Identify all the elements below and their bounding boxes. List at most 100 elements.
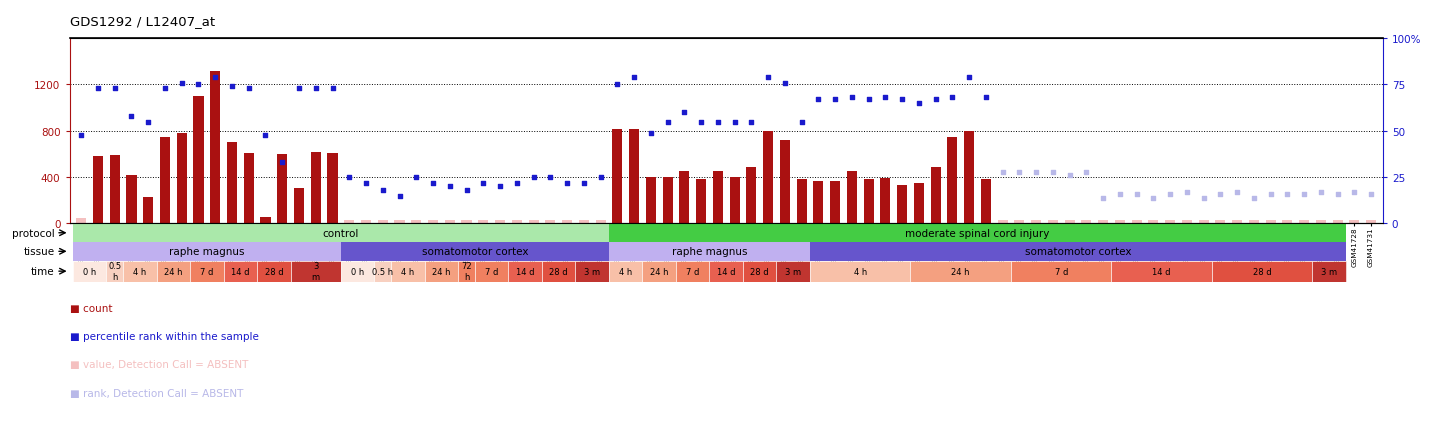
Point	[87, 85, 110, 92]
Point	[1192, 194, 1215, 201]
Bar	[628, 129, 639, 224]
Text: 24 h: 24 h	[650, 267, 669, 276]
Point	[505, 180, 529, 187]
Bar	[294, 188, 304, 224]
Bar	[911, 261, 1011, 282]
Text: raphe magnus: raphe magnus	[169, 247, 245, 256]
Bar	[159, 137, 169, 224]
Bar	[1332, 220, 1342, 224]
Text: 14 d: 14 d	[717, 267, 736, 276]
Point	[891, 97, 914, 104]
Bar	[863, 180, 873, 224]
Bar	[106, 261, 123, 282]
Bar	[508, 261, 542, 282]
Bar	[291, 261, 340, 282]
Text: ■ percentile rank within the sample: ■ percentile rank within the sample	[70, 332, 258, 341]
Point	[924, 97, 947, 104]
Point	[220, 84, 243, 91]
Bar	[223, 261, 258, 282]
Point	[337, 174, 361, 181]
Bar	[361, 220, 371, 224]
Text: 7 d: 7 d	[1054, 267, 1067, 276]
Bar	[1112, 261, 1212, 282]
Text: 0 h: 0 h	[350, 267, 365, 276]
Text: protocol: protocol	[12, 228, 55, 238]
Text: 14 d: 14 d	[1153, 267, 1171, 276]
Point	[388, 193, 411, 200]
Bar	[1248, 220, 1258, 224]
Bar	[529, 220, 539, 224]
Bar	[1312, 261, 1347, 282]
Text: 28 d: 28 d	[750, 267, 769, 276]
Text: somatomotor cortex: somatomotor cortex	[1025, 247, 1131, 256]
Text: 7 d: 7 d	[686, 267, 699, 276]
Text: 14 d: 14 d	[515, 267, 534, 276]
Point	[120, 113, 143, 120]
Bar	[1199, 220, 1209, 224]
Bar	[1350, 220, 1360, 224]
Bar	[1014, 220, 1024, 224]
Point	[1209, 191, 1232, 198]
Point	[656, 119, 679, 126]
Bar	[1212, 261, 1312, 282]
Bar	[1131, 220, 1141, 224]
Text: 4 h: 4 h	[620, 267, 633, 276]
Bar	[964, 132, 975, 224]
Text: 14 d: 14 d	[232, 267, 249, 276]
Bar	[340, 243, 610, 261]
Bar	[546, 220, 555, 224]
Bar	[462, 220, 472, 224]
Text: ■ value, Detection Call = ABSENT: ■ value, Detection Call = ABSENT	[70, 360, 248, 369]
Bar	[1182, 220, 1192, 224]
Text: 0.5
h: 0.5 h	[109, 262, 122, 281]
Bar	[676, 261, 710, 282]
Text: 7 d: 7 d	[485, 267, 498, 276]
Bar	[243, 154, 253, 224]
Bar	[123, 261, 156, 282]
Bar	[1365, 220, 1376, 224]
Point	[1041, 169, 1064, 176]
Bar	[1115, 220, 1125, 224]
Point	[253, 132, 277, 139]
Bar	[424, 261, 458, 282]
Bar	[258, 261, 291, 282]
Bar	[931, 168, 941, 224]
Bar	[613, 129, 623, 224]
Bar	[696, 180, 707, 224]
Bar	[663, 178, 672, 224]
Point	[941, 95, 964, 102]
Text: 3 m: 3 m	[584, 267, 601, 276]
Point	[204, 74, 227, 81]
Bar	[1283, 220, 1293, 224]
Text: ■ count: ■ count	[70, 303, 111, 313]
Text: 3 m: 3 m	[785, 267, 801, 276]
Point	[1342, 189, 1365, 196]
Text: ■ rank, Detection Call = ABSENT: ■ rank, Detection Call = ABSENT	[70, 388, 243, 398]
Bar	[898, 186, 906, 224]
Point	[271, 159, 294, 166]
Point	[807, 97, 830, 104]
Bar	[126, 175, 136, 224]
Bar	[880, 179, 891, 224]
Bar	[780, 141, 789, 224]
Point	[472, 180, 495, 187]
Text: 72
h: 72 h	[462, 262, 472, 281]
Point	[857, 97, 880, 104]
Bar	[542, 261, 575, 282]
Bar	[646, 178, 656, 224]
Bar	[93, 157, 103, 224]
Point	[1142, 194, 1166, 201]
Point	[623, 74, 646, 81]
Bar	[375, 261, 391, 282]
Point	[1125, 191, 1148, 198]
Text: tissue: tissue	[23, 247, 55, 256]
Point	[740, 119, 763, 126]
Bar	[830, 181, 840, 224]
Point	[237, 85, 261, 92]
Point	[103, 85, 126, 92]
Bar	[1064, 220, 1074, 224]
Point	[791, 119, 814, 126]
Bar	[345, 220, 355, 224]
Bar	[1048, 220, 1058, 224]
Point	[1225, 189, 1248, 196]
